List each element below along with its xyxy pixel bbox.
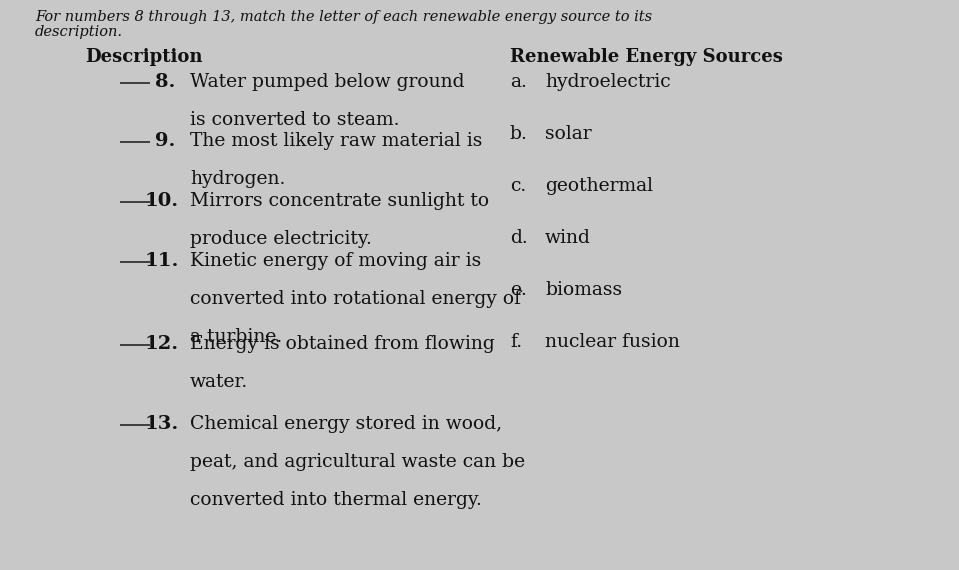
Text: f.: f. [510, 333, 522, 351]
Text: c.: c. [510, 177, 526, 195]
Text: 9.: 9. [155, 132, 175, 150]
Text: Renewable Energy Sources: Renewable Energy Sources [510, 48, 783, 66]
Text: hydrogen.: hydrogen. [190, 170, 286, 188]
Text: Water pumped below ground: Water pumped below ground [190, 73, 464, 91]
Text: nuclear fusion: nuclear fusion [545, 333, 680, 351]
Text: 8.: 8. [155, 73, 175, 91]
Text: is converted to steam.: is converted to steam. [190, 111, 400, 129]
Text: geothermal: geothermal [545, 177, 653, 195]
Text: water.: water. [190, 373, 248, 391]
Text: description.: description. [35, 25, 123, 39]
Text: e.: e. [510, 281, 526, 299]
Text: converted into rotational energy of: converted into rotational energy of [190, 290, 521, 308]
Text: Energy is obtained from flowing: Energy is obtained from flowing [190, 335, 495, 353]
Text: 12.: 12. [145, 335, 179, 353]
Text: Chemical energy stored in wood,: Chemical energy stored in wood, [190, 415, 503, 433]
Text: Kinetic energy of moving air is: Kinetic energy of moving air is [190, 252, 481, 270]
Text: d.: d. [510, 229, 527, 247]
Text: wind: wind [545, 229, 591, 247]
Text: 11.: 11. [145, 252, 179, 270]
Text: Mirrors concentrate sunlight to: Mirrors concentrate sunlight to [190, 192, 489, 210]
Text: a.: a. [510, 73, 526, 91]
Text: b.: b. [510, 125, 527, 143]
Text: solar: solar [545, 125, 592, 143]
Text: hydroelectric: hydroelectric [545, 73, 670, 91]
Text: produce electricity.: produce electricity. [190, 230, 372, 248]
Text: biomass: biomass [545, 281, 622, 299]
Text: For numbers 8 through 13, match the letter of each renewable energy source to it: For numbers 8 through 13, match the lett… [35, 10, 652, 24]
Text: a turbine.: a turbine. [190, 328, 282, 346]
Text: The most likely raw material is: The most likely raw material is [190, 132, 482, 150]
Text: peat, and agricultural waste can be: peat, and agricultural waste can be [190, 453, 526, 471]
Text: 10.: 10. [145, 192, 179, 210]
Text: 13.: 13. [145, 415, 179, 433]
Text: converted into thermal energy.: converted into thermal energy. [190, 491, 481, 509]
Text: Description: Description [85, 48, 202, 66]
